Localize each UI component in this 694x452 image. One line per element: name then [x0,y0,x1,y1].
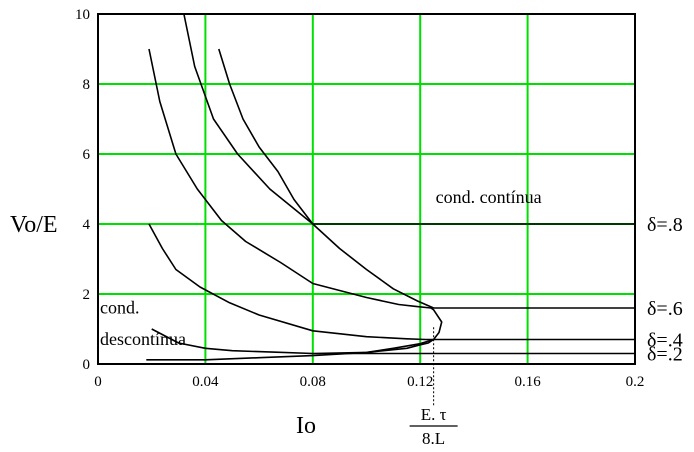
x-tick-label: 0.16 [514,374,541,390]
grid [98,14,635,364]
x-tick-labels: 0 0.04 0.08 0.12 0.16 0.2 [94,374,644,390]
annotations: cond. contínua cond. descontínua [100,187,542,349]
x-tick-label: 0 [94,374,102,390]
x-tick-label: 0.12 [407,374,433,390]
series-line-3 [148,48,635,341]
delta-label: δ=.4 [647,330,683,352]
y-tick-label: 2 [83,287,91,303]
y-tick-label: 4 [83,217,91,233]
x-marker-numerator: E. τ [421,405,447,424]
series-line-5 [151,328,313,355]
annotation: cond. [100,297,140,317]
x-marker-denominator: 8.L [422,429,445,448]
y-tick-label: 10 [75,7,90,23]
delta-label: δ=.2 [647,344,683,366]
x-tick-label: 0.04 [192,374,219,390]
y-tick-labels: 0 2 4 6 8 10 [75,7,91,373]
y-tick-label: 0 [83,357,91,373]
annotation: descontínua [100,329,186,349]
delta-label: δ=.6 [647,298,683,320]
y-axis-label: Vo/E [10,212,58,238]
x-axis-label: Io [296,413,316,439]
plot-frame [97,13,636,365]
series-line-6 [146,338,434,361]
delta-label: δ=.8 [647,214,683,236]
annotation: cond. contínua [436,187,542,207]
y-tick-label: 6 [83,147,91,163]
x-tick-label: 0.08 [300,374,326,390]
series-line-4 [148,223,635,355]
series-line-2 [183,13,635,309]
series-line-1 [218,48,635,225]
y-tick-label: 8 [83,77,91,93]
delta-labels: δ=.8 δ=.6 δ=.4δ=.2 [647,214,683,366]
x-tick-label: 0.2 [626,374,645,390]
series-layer [146,13,635,361]
